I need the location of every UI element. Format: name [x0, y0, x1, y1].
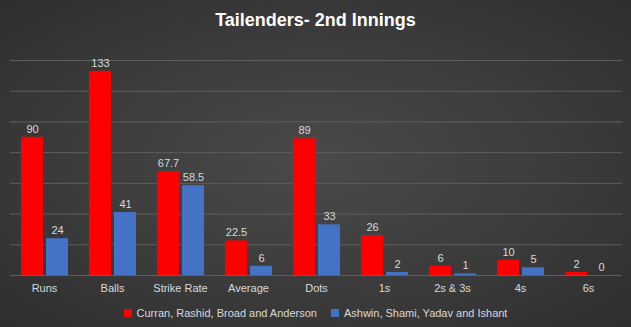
svg-text:Runs: Runs [32, 282, 58, 294]
svg-text:1: 1 [462, 259, 468, 271]
svg-text:Average: Average [228, 282, 269, 294]
svg-text:133: 133 [91, 57, 109, 69]
svg-text:6: 6 [437, 252, 443, 264]
svg-text:1s: 1s [379, 282, 391, 294]
svg-text:2s & 3s: 2s & 3s [434, 282, 471, 294]
svg-text:24: 24 [51, 224, 63, 236]
svg-text:2: 2 [573, 258, 579, 270]
html-text:Curran, Rashid, Broad and Ande: Curran, Rashid, Broad and Anderson [136, 307, 317, 319]
svg-text:26: 26 [366, 221, 378, 233]
svg-text:0: 0 [598, 261, 604, 273]
svg-text:Dots: Dots [305, 282, 328, 294]
svg-text:Strike Rate: Strike Rate [153, 282, 207, 294]
svg-text:33: 33 [323, 210, 335, 222]
svg-text:10: 10 [502, 246, 514, 258]
svg-text:67.7: 67.7 [158, 157, 179, 169]
svg-text:41: 41 [119, 198, 131, 210]
svg-text:2: 2 [394, 258, 400, 270]
svg-text:6s: 6s [583, 282, 595, 294]
html-text:Ashwin, Shami, Yadav and Ishan: Ashwin, Shami, Yadav and Ishant [344, 307, 508, 319]
svg-text:4s: 4s [515, 282, 527, 294]
svg-text:89: 89 [298, 124, 310, 136]
svg-text:6: 6 [258, 252, 264, 264]
svg-text:22.5: 22.5 [226, 226, 247, 238]
html-text:Tailenders- 2nd Innings: Tailenders- 2nd Innings [215, 10, 416, 30]
svg-text:90: 90 [26, 123, 38, 135]
svg-text:Balls: Balls [101, 282, 125, 294]
svg-text:5: 5 [530, 253, 536, 265]
svg-text:58.5: 58.5 [183, 171, 204, 183]
